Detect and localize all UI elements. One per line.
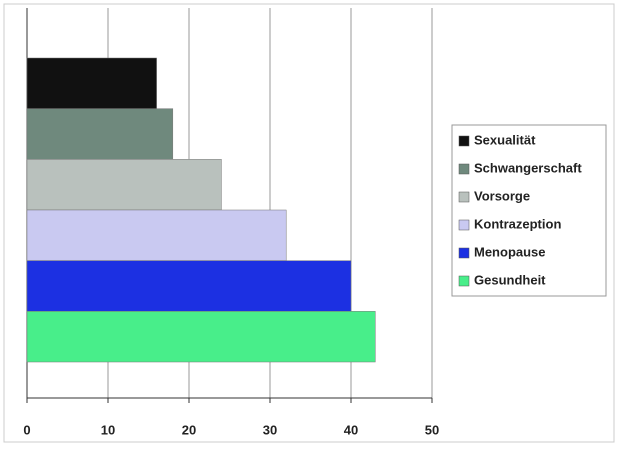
legend-swatch (458, 135, 470, 147)
legend-label: Vorsorge (474, 188, 530, 203)
x-tick-label: 30 (263, 422, 277, 437)
x-tick-label: 50 (425, 422, 439, 437)
legend-swatch (458, 219, 470, 231)
legend-box (451, 124, 607, 297)
legend-label: Kontrazeption (474, 216, 561, 231)
legend-swatch (458, 275, 470, 287)
bar (26, 159, 222, 211)
bar (26, 108, 174, 160)
legend-label: Sexualität (474, 132, 536, 147)
legend-label: Schwangerschaft (474, 160, 582, 175)
bar (26, 311, 376, 363)
x-tick-label: 0 (23, 422, 30, 437)
legend-label: Menopause (474, 244, 546, 259)
x-tick-label: 10 (101, 422, 115, 437)
legend-swatch (458, 247, 470, 259)
x-tick-label: 20 (182, 422, 196, 437)
bar (26, 209, 287, 261)
legend-swatch (458, 163, 470, 175)
legend-label: Gesundheit (474, 272, 546, 287)
bar (26, 57, 157, 109)
bar (26, 260, 352, 312)
x-tick-label: 40 (344, 422, 358, 437)
legend-swatch (458, 191, 470, 203)
